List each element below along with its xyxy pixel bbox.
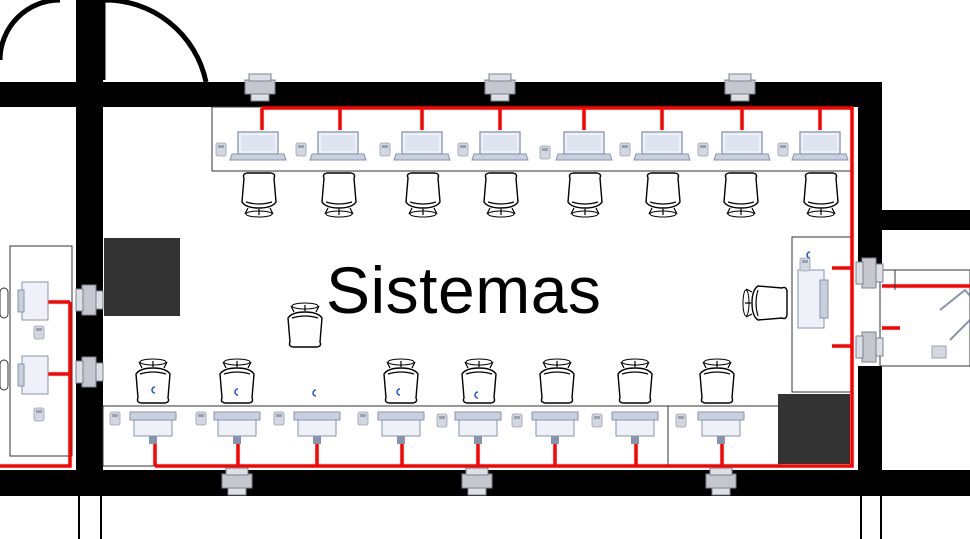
server-rack-icon	[104, 238, 180, 316]
server-rack-icon	[778, 394, 850, 464]
right-workstation	[742, 257, 829, 329]
top-chairs	[241, 172, 839, 218]
left-workstations	[0, 281, 49, 422]
network-cabling	[0, 106, 970, 468]
blue-marks	[151, 251, 811, 399]
right-room-furniture	[882, 269, 970, 359]
room-label: Sistemas	[326, 253, 602, 327]
